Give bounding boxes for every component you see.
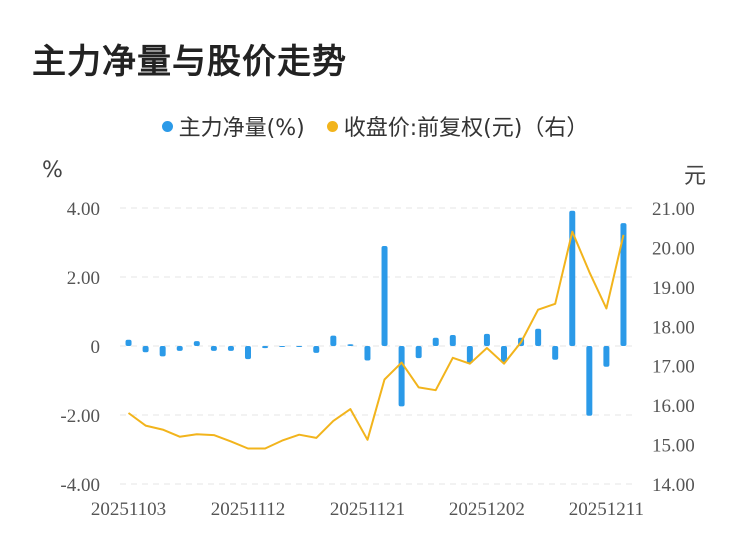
bar <box>330 335 337 346</box>
right-axis-unit: 元 <box>684 164 707 189</box>
chart-title: 主力净量与股价走势 <box>32 42 347 82</box>
x-tick-label: 20251211 <box>569 499 644 520</box>
bar <box>586 346 593 416</box>
bar <box>483 333 490 346</box>
bar <box>296 346 303 347</box>
bar <box>279 346 286 347</box>
right-tick-label: 16.00 <box>652 396 695 417</box>
left-tick-label: -2.00 <box>60 406 100 427</box>
bar <box>245 346 251 360</box>
legend-item-net-volume[interactable]: 主力净量(%) <box>161 110 305 142</box>
bar <box>381 245 388 346</box>
bar <box>159 346 166 357</box>
legend-item-close-price[interactable]: 收盘价:前复权(元)（右） <box>326 110 589 142</box>
left-tick-label: 4.00 <box>67 199 100 220</box>
right-tick-label: 14.00 <box>652 475 695 496</box>
bar <box>432 337 439 346</box>
right-tick-label: 20.00 <box>652 238 695 259</box>
right-tick-label: 18.00 <box>652 317 695 338</box>
x-tick-label: 20251202 <box>449 499 525 520</box>
price-line <box>127 230 625 450</box>
x-tick-label: 20251121 <box>330 499 405 520</box>
bar <box>501 346 507 363</box>
bar <box>620 223 627 346</box>
bar <box>569 210 576 346</box>
bar <box>125 339 132 346</box>
bar <box>603 346 610 367</box>
bar <box>176 346 183 351</box>
bar <box>313 346 320 353</box>
legend: 主力净量(%) 收盘价:前复权(元)（右） <box>0 110 750 142</box>
right-tick-label: 21.00 <box>652 199 695 220</box>
legend-dot-yellow-icon <box>326 120 338 132</box>
bar <box>364 346 371 361</box>
bar <box>347 344 354 346</box>
bar <box>415 346 422 359</box>
bar <box>262 346 269 349</box>
legend-label-net-volume: 主力净量(%) <box>178 116 305 141</box>
left-axis-unit: % <box>42 158 63 183</box>
left-tick-label: -4.00 <box>60 475 100 496</box>
x-tick-label: 20251112 <box>211 499 286 520</box>
x-tick-label: 20251103 <box>91 499 166 520</box>
legend-label-close-price: 收盘价:前复权(元)（右） <box>343 116 589 141</box>
left-tick-label: 2.00 <box>67 268 100 289</box>
bar <box>142 346 149 353</box>
right-tick-label: 15.00 <box>652 436 695 457</box>
left-tick-label: 0 <box>91 337 101 358</box>
right-tick-label: 17.00 <box>652 357 695 378</box>
bar <box>210 346 217 351</box>
bar <box>398 346 405 407</box>
right-tick-label: 19.00 <box>652 278 695 299</box>
bar <box>449 334 456 346</box>
bar <box>227 346 234 351</box>
bar <box>193 341 200 346</box>
legend-dot-blue-icon <box>161 120 173 132</box>
bar <box>535 328 542 346</box>
bar <box>466 346 473 364</box>
bar <box>552 346 559 360</box>
